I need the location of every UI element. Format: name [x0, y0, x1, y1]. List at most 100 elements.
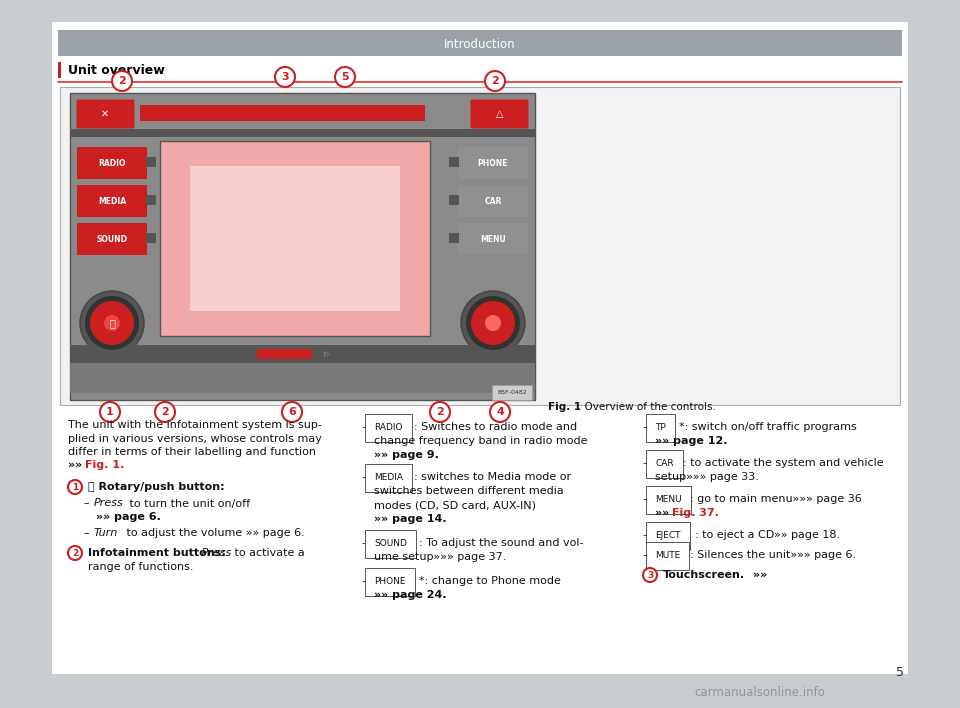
Circle shape: [112, 71, 132, 91]
Circle shape: [485, 71, 505, 91]
Text: ▷: ▷: [324, 351, 329, 357]
FancyBboxPatch shape: [70, 93, 535, 400]
Text: –: –: [643, 422, 652, 432]
FancyBboxPatch shape: [58, 62, 61, 78]
Text: : switches to Media mode or: : switches to Media mode or: [414, 472, 571, 482]
Text: –: –: [362, 576, 372, 586]
Text: change frequency band in radio mode: change frequency band in radio mode: [374, 436, 588, 446]
Circle shape: [461, 291, 525, 355]
FancyBboxPatch shape: [70, 129, 535, 137]
Text: to turn the unit on/off: to turn the unit on/off: [126, 498, 251, 508]
Circle shape: [485, 315, 501, 331]
Text: plied in various versions, whose controls may: plied in various versions, whose control…: [68, 433, 322, 443]
Text: carmanualsonline.info: carmanualsonline.info: [695, 687, 826, 700]
Text: *: switch on/off traffic programs: *: switch on/off traffic programs: [679, 422, 856, 432]
Circle shape: [275, 67, 295, 87]
Text: 5: 5: [341, 72, 348, 82]
Text: »»: »»: [68, 460, 86, 471]
Text: △: △: [496, 109, 504, 119]
Text: range of functions.: range of functions.: [88, 561, 194, 571]
Circle shape: [68, 546, 82, 560]
Text: –: –: [362, 472, 372, 482]
Text: : To adjust the sound and vol-: : To adjust the sound and vol-: [419, 538, 584, 548]
Text: : to eject a CD»» page 18.: : to eject a CD»» page 18.: [695, 530, 840, 540]
Text: MENU: MENU: [480, 234, 506, 244]
Text: »» page 12.: »» page 12.: [655, 436, 728, 446]
Circle shape: [85, 296, 139, 350]
Text: »» page 14.: »» page 14.: [374, 514, 446, 524]
Circle shape: [104, 315, 120, 331]
Text: Press: Press: [94, 498, 124, 508]
FancyBboxPatch shape: [190, 166, 400, 311]
Text: ✕: ✕: [101, 109, 109, 119]
Text: MENU: MENU: [655, 496, 682, 505]
Text: Fig. 1.: Fig. 1.: [85, 460, 124, 471]
Text: : to activate the system and vehicle: : to activate the system and vehicle: [683, 458, 883, 468]
Text: PHONE: PHONE: [478, 159, 508, 168]
Text: 1: 1: [107, 407, 114, 417]
FancyBboxPatch shape: [140, 105, 425, 121]
Text: ume setup»»» page 37.: ume setup»»» page 37.: [374, 552, 506, 562]
Text: 2: 2: [436, 407, 444, 417]
Circle shape: [80, 291, 144, 355]
Text: SOUND: SOUND: [97, 234, 128, 244]
Text: 3: 3: [647, 571, 653, 580]
Circle shape: [643, 568, 657, 582]
Text: MUTE: MUTE: [655, 552, 681, 561]
Circle shape: [68, 480, 82, 494]
Text: B5F-0482: B5F-0482: [497, 390, 527, 395]
Text: –: –: [362, 422, 372, 432]
FancyBboxPatch shape: [458, 147, 528, 179]
FancyBboxPatch shape: [77, 100, 134, 128]
Text: Press: Press: [198, 548, 231, 558]
Text: to activate a: to activate a: [231, 548, 304, 558]
Text: to adjust the volume »» page 6.: to adjust the volume »» page 6.: [123, 527, 304, 537]
Text: »»: »»: [753, 570, 767, 580]
Text: –: –: [643, 494, 652, 504]
Circle shape: [471, 301, 515, 345]
Text: switches between different media: switches between different media: [374, 486, 564, 496]
FancyBboxPatch shape: [52, 22, 908, 674]
Text: EJECT: EJECT: [655, 532, 681, 540]
FancyBboxPatch shape: [449, 195, 459, 205]
Text: SOUND: SOUND: [374, 539, 407, 549]
Text: Infotainment buttons:: Infotainment buttons:: [88, 548, 226, 558]
Circle shape: [466, 296, 520, 350]
Circle shape: [430, 402, 450, 422]
Text: Fig. 1: Fig. 1: [548, 402, 581, 412]
FancyBboxPatch shape: [77, 147, 147, 179]
FancyBboxPatch shape: [58, 30, 902, 56]
Text: ⏻ Rotary/push button:: ⏻ Rotary/push button:: [88, 482, 225, 492]
FancyBboxPatch shape: [77, 223, 147, 255]
Text: The unit with the infotainment system is sup-: The unit with the infotainment system is…: [68, 420, 322, 430]
Text: Fig. 37.: Fig. 37.: [672, 508, 719, 518]
Text: »» page 6.: »» page 6.: [96, 512, 161, 522]
Text: –: –: [84, 527, 93, 537]
Text: RADIO: RADIO: [374, 423, 402, 433]
Text: Turn: Turn: [94, 527, 118, 537]
FancyBboxPatch shape: [449, 233, 459, 243]
Text: MEDIA: MEDIA: [374, 474, 403, 482]
FancyBboxPatch shape: [60, 87, 900, 405]
Text: 5: 5: [896, 666, 904, 678]
FancyBboxPatch shape: [77, 185, 147, 217]
Text: »» page 24.: »» page 24.: [374, 590, 446, 600]
Circle shape: [282, 402, 302, 422]
Text: 6: 6: [288, 407, 296, 417]
FancyBboxPatch shape: [257, 349, 312, 359]
Text: modes (CD, SD card, AUX-IN): modes (CD, SD card, AUX-IN): [374, 500, 536, 510]
Text: CAR: CAR: [484, 197, 502, 205]
FancyBboxPatch shape: [458, 223, 528, 255]
Text: *: change to Phone mode: *: change to Phone mode: [419, 576, 561, 586]
Text: –: –: [362, 538, 372, 548]
Text: –: –: [643, 530, 652, 540]
Circle shape: [100, 402, 120, 422]
FancyBboxPatch shape: [449, 157, 459, 167]
FancyBboxPatch shape: [146, 157, 156, 167]
Text: PHONE: PHONE: [374, 578, 405, 586]
Text: ⏻: ⏻: [109, 318, 115, 328]
Text: 2: 2: [72, 549, 78, 557]
Text: –: –: [643, 458, 652, 468]
FancyBboxPatch shape: [458, 185, 528, 217]
FancyBboxPatch shape: [70, 345, 535, 363]
